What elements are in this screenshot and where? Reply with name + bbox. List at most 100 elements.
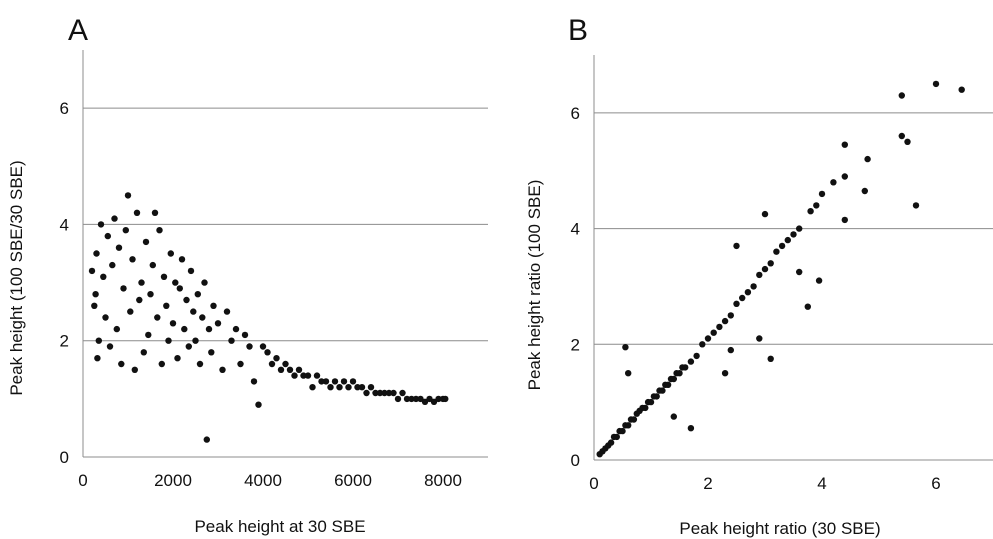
panel-a-data-point (185, 343, 192, 350)
panel-b-x-axis-title: Peak height ratio (30 SBE) (679, 519, 880, 538)
panel-a-data-point (158, 360, 165, 368)
panel-a-data-point (403, 395, 411, 403)
panel-b-data-point (647, 398, 655, 406)
panel-a-data-point (264, 349, 271, 356)
panel-b-data-point (744, 289, 752, 296)
panel-b-y-tick-label: 2 (571, 335, 580, 354)
panel-a-x-axis-title: Peak height at 30 SBE (194, 517, 365, 536)
panel-a-data-point (381, 389, 388, 397)
panel-b-points (596, 80, 965, 458)
panel-a-data-point (136, 296, 143, 304)
panel-b-data-point (630, 416, 638, 423)
panel-b-y-tick-label: 0 (571, 451, 580, 470)
panel-a-data-point (122, 227, 129, 234)
panel-a-data-point (118, 360, 125, 368)
panel-a-x-tick-label: 6000 (334, 471, 372, 490)
panel-a-gridlines (83, 107, 488, 342)
panel-b-data-point (687, 425, 695, 432)
panel-b-data-point (773, 248, 780, 255)
panel-a-data-point (385, 389, 393, 397)
panel-a-data-point (100, 273, 107, 280)
panel-b-gridlines (594, 112, 993, 345)
panel-b-data-point (912, 202, 920, 209)
panel-b-x-tick-label: 2 (703, 474, 712, 493)
panel-b-data-point (807, 208, 814, 215)
panel-a-data-point (199, 314, 206, 321)
panel-b-data-point (796, 225, 803, 232)
panel-b-data-point (687, 358, 695, 365)
panel-a-x-tick-labels: 0 2000 4000 6000 8000 (78, 471, 462, 490)
panel-b-data-point (613, 433, 620, 441)
panel-a-data-point (399, 389, 406, 397)
panel-b-data-point (898, 92, 905, 99)
panel-a-data-point (88, 267, 96, 275)
panel-b-data-point (619, 427, 626, 435)
panel-a-data-point (246, 343, 253, 350)
panel-b-data-point (676, 370, 683, 377)
panel-a-data-point (140, 349, 147, 356)
panel-a-data-point (295, 366, 303, 373)
panel-b-letter: B (568, 14, 588, 47)
panel-b-data-point (750, 283, 757, 290)
panel-b-data-point (904, 138, 911, 145)
panel-a-data-point (232, 325, 240, 333)
panel-a-data-point (145, 331, 152, 339)
panel-b-data-point (778, 242, 786, 250)
panel-a-x-tick-label: 8000 (424, 471, 462, 490)
panel-b-data-point (767, 355, 774, 362)
panel-b-data-point (670, 413, 677, 420)
panel-b-chart: B 0 2 4 6 0 2 4 6 Peak height ratio (30 SBE) P… (525, 14, 993, 538)
panel-a-data-point (113, 325, 121, 333)
panel-a-data-point (241, 331, 249, 339)
panel-b-data-point (841, 216, 848, 224)
panel-a-data-point (149, 261, 156, 269)
panel-a-data-point (201, 279, 208, 286)
panel-a-y-axis-title: Peak height (100 SBE/30 SBE) (7, 160, 26, 395)
panel-b-data-point (716, 323, 723, 331)
panel-a-y-tick-label: 6 (60, 99, 69, 118)
panel-b-data-point (818, 190, 826, 198)
panel-b-x-tick-labels: 0 2 4 6 (589, 474, 940, 493)
panel-a-data-point (223, 308, 231, 315)
panel-a-data-point (277, 366, 285, 373)
panel-a-data-point (273, 355, 280, 362)
panel-a-data-point (138, 279, 145, 286)
panel-a-data-point (154, 314, 161, 321)
panel-a-data-point (435, 395, 442, 403)
panel-b-data-point (756, 271, 763, 279)
panel-b-data-point (761, 265, 769, 273)
panel-b-data-point (830, 179, 837, 186)
panel-a-data-point (187, 267, 195, 275)
panel-a-x-tick-label: 2000 (154, 471, 192, 490)
panel-a-data-point (210, 302, 217, 309)
panel-a-data-point (367, 384, 375, 391)
panel-b-data-point (739, 294, 746, 302)
panel-a-data-point (336, 384, 343, 391)
panel-b-data-point (958, 86, 965, 93)
panel-b-data-point (796, 268, 803, 276)
panel-a-y-tick-label: 2 (60, 332, 69, 351)
panel-a-data-point (156, 227, 163, 234)
panel-a-data-point (372, 389, 379, 397)
panel-a-chart: A 0 2 4 6 0 2000 4000 6000 8000 Peak height at … (7, 14, 488, 536)
panel-b-data-point (607, 439, 615, 446)
panel-a-data-point (109, 261, 116, 269)
panel-a-data-point (205, 325, 213, 333)
panel-a-data-point (131, 366, 138, 373)
panel-a-data-point (327, 384, 334, 391)
panel-a-data-point (106, 343, 114, 350)
panel-a-data-point (340, 378, 348, 385)
panel-a-data-point (219, 366, 226, 373)
panel-b-data-point (653, 393, 660, 400)
panel-a-data-point (309, 384, 316, 391)
panel-b-y-axis-title: Peak height ratio (100 SBE) (525, 180, 544, 391)
panel-a-data-point (183, 296, 190, 304)
panel-a-points (88, 192, 449, 443)
panel-b-data-point (693, 352, 700, 360)
panel-b-data-point (841, 141, 848, 148)
panel-a-letter: A (68, 14, 88, 47)
panel-a-data-point (127, 308, 134, 315)
panel-a-data-point (167, 250, 174, 257)
panel-a-data-point (214, 320, 222, 327)
